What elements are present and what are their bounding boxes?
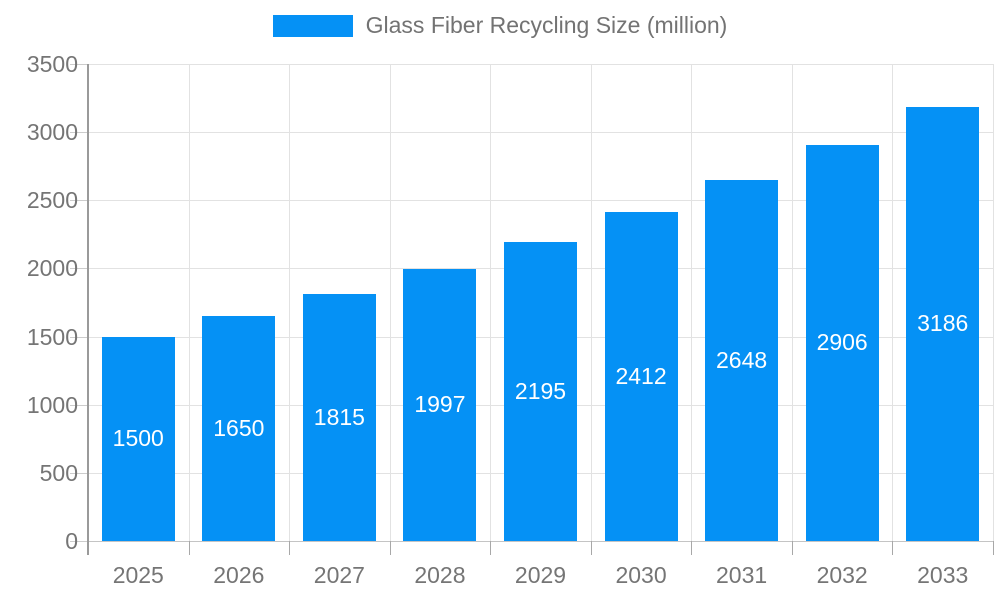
y-axis-tick — [70, 472, 88, 474]
x-gridline — [691, 64, 693, 541]
y-gridline — [88, 132, 993, 134]
x-gridline — [590, 64, 592, 541]
y-axis-tick — [70, 64, 88, 65]
y-axis-tick — [70, 336, 88, 338]
y-axis-label: 2000 — [26, 255, 78, 282]
bar: 1815 — [302, 293, 376, 541]
legend-swatch — [272, 14, 353, 37]
x-gridline — [892, 64, 894, 541]
x-axis-tick — [389, 541, 391, 555]
y-axis-label: 1500 — [26, 323, 78, 350]
x-axis-tick — [993, 541, 994, 555]
x-axis-tick — [892, 541, 894, 555]
x-axis-tick — [289, 541, 291, 555]
x-gridline — [389, 64, 391, 541]
x-axis-tick — [691, 541, 693, 555]
bar: 2195 — [504, 241, 577, 541]
bar: 3186 — [906, 106, 980, 541]
bar-value-label: 1997 — [414, 391, 466, 418]
bar-value-label: 2195 — [514, 377, 567, 404]
y-axis-label: 500 — [39, 459, 78, 486]
y-gridline — [88, 541, 993, 542]
y-axis-tick — [70, 200, 88, 202]
x-axis-label: 2028 — [414, 562, 466, 588]
bar: 1997 — [403, 268, 477, 541]
y-axis-label: 2500 — [26, 187, 78, 214]
x-axis-label: 2030 — [615, 562, 667, 588]
bar: 2906 — [805, 144, 879, 541]
y-gridline — [88, 200, 993, 202]
x-axis-label: 2031 — [716, 562, 768, 588]
x-axis-label: 2033 — [917, 562, 969, 588]
x-axis-label: 2026 — [213, 562, 265, 588]
x-gridline — [289, 64, 291, 541]
y-axis-label: 0 — [65, 528, 78, 554]
y-axis-tick — [70, 404, 88, 406]
bar-value-label: 1815 — [313, 403, 365, 430]
y-axis-line — [87, 64, 89, 555]
y-axis-label: 1000 — [26, 391, 78, 418]
bar-value-label: 1650 — [213, 415, 265, 442]
legend: Glass Fiber Recycling Size (million) — [0, 14, 1000, 37]
x-axis-label: 2032 — [816, 562, 868, 588]
bar: 1500 — [101, 336, 175, 541]
x-axis-label: 2025 — [112, 562, 164, 588]
y-axis-tick — [70, 268, 88, 270]
bar: 2412 — [604, 212, 678, 541]
bar-value-label: 3186 — [917, 310, 969, 337]
legend-item[interactable]: Glass Fiber Recycling Size (million) — [272, 12, 728, 38]
bar-value-label: 2906 — [816, 329, 868, 356]
x-gridline — [490, 64, 492, 541]
x-gridline — [993, 64, 994, 541]
x-axis-tick — [791, 541, 793, 555]
x-axis-tick — [590, 541, 592, 555]
y-axis-tick — [70, 132, 88, 134]
y-axis-label: 3000 — [26, 119, 78, 146]
x-axis-tick — [188, 541, 190, 555]
x-gridline — [791, 64, 793, 541]
x-gridline — [188, 64, 190, 541]
x-axis-label: 2029 — [514, 562, 567, 588]
bar: 2648 — [705, 180, 779, 541]
bar-value-label: 2648 — [716, 347, 768, 374]
bar: 1650 — [202, 316, 276, 541]
bar-value-label: 2412 — [615, 363, 667, 390]
bar-value-label: 1500 — [112, 425, 164, 452]
legend-label: Glass Fiber Recycling Size (million) — [365, 12, 728, 38]
y-axis-label: 3500 — [26, 51, 78, 77]
x-axis-tick — [490, 541, 492, 555]
y-gridline — [88, 64, 993, 65]
x-axis-label: 2027 — [313, 562, 365, 588]
y-axis-tick — [70, 541, 88, 542]
